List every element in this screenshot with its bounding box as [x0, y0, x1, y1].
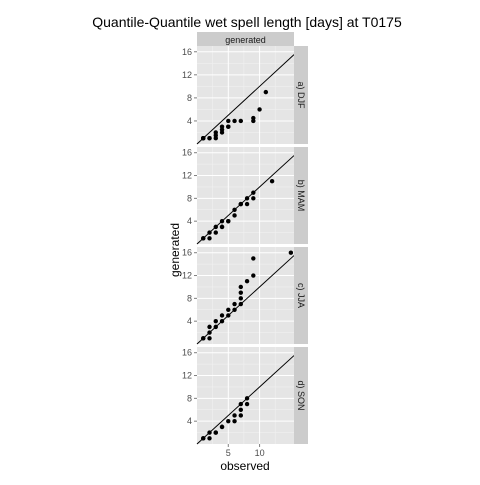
- data-point: [207, 230, 211, 234]
- y-tick-label: 4: [187, 316, 192, 326]
- panel-background: [197, 46, 294, 144]
- data-point: [251, 196, 255, 200]
- y-tick-label: 16: [182, 248, 192, 258]
- y-tick-label: 4: [187, 116, 192, 126]
- data-point: [207, 436, 211, 440]
- y-tick-label: 12: [182, 271, 192, 281]
- panel-background: [197, 147, 294, 244]
- x-axis-title: observed: [220, 459, 269, 473]
- data-point: [245, 196, 249, 200]
- data-point: [220, 225, 224, 229]
- y-axis-title: generated: [168, 223, 182, 277]
- chart-title: Quantile-Quantile wet spell length [days…: [92, 14, 402, 30]
- data-point: [214, 225, 218, 229]
- data-point: [214, 230, 218, 234]
- data-point: [289, 251, 293, 255]
- data-point: [245, 202, 249, 206]
- data-point: [239, 285, 243, 289]
- data-point: [232, 208, 236, 212]
- data-point: [232, 419, 236, 423]
- data-point: [214, 430, 218, 434]
- data-point: [214, 136, 218, 140]
- data-point: [245, 402, 249, 406]
- data-point: [220, 425, 224, 429]
- data-point: [226, 219, 230, 223]
- facet-panel: 4 8 12 16 c) JJA: [182, 247, 308, 344]
- data-point: [226, 119, 230, 123]
- row-strip-label: b) MAM: [296, 180, 306, 212]
- data-point: [239, 302, 243, 306]
- data-point: [201, 436, 205, 440]
- data-point: [207, 430, 211, 434]
- row-strip-label: a) DJF: [296, 82, 306, 110]
- data-point: [245, 279, 249, 283]
- y-tick-label: 16: [182, 47, 192, 57]
- data-point: [257, 107, 261, 111]
- facet-panels: generated 4 8 12 16 a) DJF 4 8 12 16 b) MAM 4 8 12 16 c…: [182, 32, 308, 458]
- row-strip-label: c) JJA: [296, 283, 306, 308]
- data-point: [239, 290, 243, 294]
- data-point: [270, 179, 274, 183]
- data-point: [207, 136, 211, 140]
- data-point: [239, 408, 243, 412]
- data-point: [226, 125, 230, 129]
- y-tick-label: 16: [182, 148, 192, 158]
- data-point: [201, 236, 205, 240]
- data-point: [201, 136, 205, 140]
- y-tick-label: 12: [182, 171, 192, 181]
- panel-background: [197, 247, 294, 344]
- facet-panel: 4 8 12 16 d) SON: [182, 347, 308, 444]
- data-point: [232, 119, 236, 123]
- data-point: [239, 413, 243, 417]
- y-tick-label: 8: [187, 393, 192, 403]
- panel-background: [197, 347, 294, 444]
- data-point: [251, 116, 255, 120]
- data-point: [207, 330, 211, 334]
- y-tick-label: 4: [187, 216, 192, 226]
- y-tick-label: 12: [182, 70, 192, 80]
- data-point: [220, 313, 224, 317]
- data-point: [239, 202, 243, 206]
- data-point: [214, 319, 218, 323]
- data-point: [251, 256, 255, 260]
- data-point: [251, 273, 255, 277]
- data-point: [251, 190, 255, 194]
- data-point: [226, 419, 230, 423]
- y-tick-label: 12: [182, 371, 192, 381]
- y-tick-label: 8: [187, 93, 192, 103]
- row-strip-label: d) SON: [296, 380, 306, 410]
- data-point: [239, 119, 243, 123]
- data-point: [226, 308, 230, 312]
- data-point: [232, 308, 236, 312]
- data-point: [239, 402, 243, 406]
- y-tick-label: 4: [187, 416, 192, 426]
- column-strip-label: generated: [225, 35, 266, 45]
- y-tick-label: 8: [187, 293, 192, 303]
- x-tick-label: 5: [226, 448, 231, 458]
- data-point: [232, 213, 236, 217]
- data-point: [207, 325, 211, 329]
- data-point: [232, 413, 236, 417]
- data-point: [207, 336, 211, 340]
- facet-panel: 4 8 12 16 a) DJF: [182, 46, 308, 144]
- data-point: [220, 127, 224, 131]
- x-tick-label: 10: [255, 448, 265, 458]
- data-point: [201, 336, 205, 340]
- data-point: [214, 325, 218, 329]
- data-point: [220, 219, 224, 223]
- y-tick-label: 8: [187, 193, 192, 203]
- data-point: [245, 396, 249, 400]
- facet-panel: 4 8 12 16 b) MAM: [182, 147, 308, 244]
- data-point: [264, 90, 268, 94]
- data-point: [226, 313, 230, 317]
- data-point: [239, 296, 243, 300]
- data-point: [220, 319, 224, 323]
- data-point: [207, 236, 211, 240]
- data-point: [232, 302, 236, 306]
- y-tick-label: 16: [182, 348, 192, 358]
